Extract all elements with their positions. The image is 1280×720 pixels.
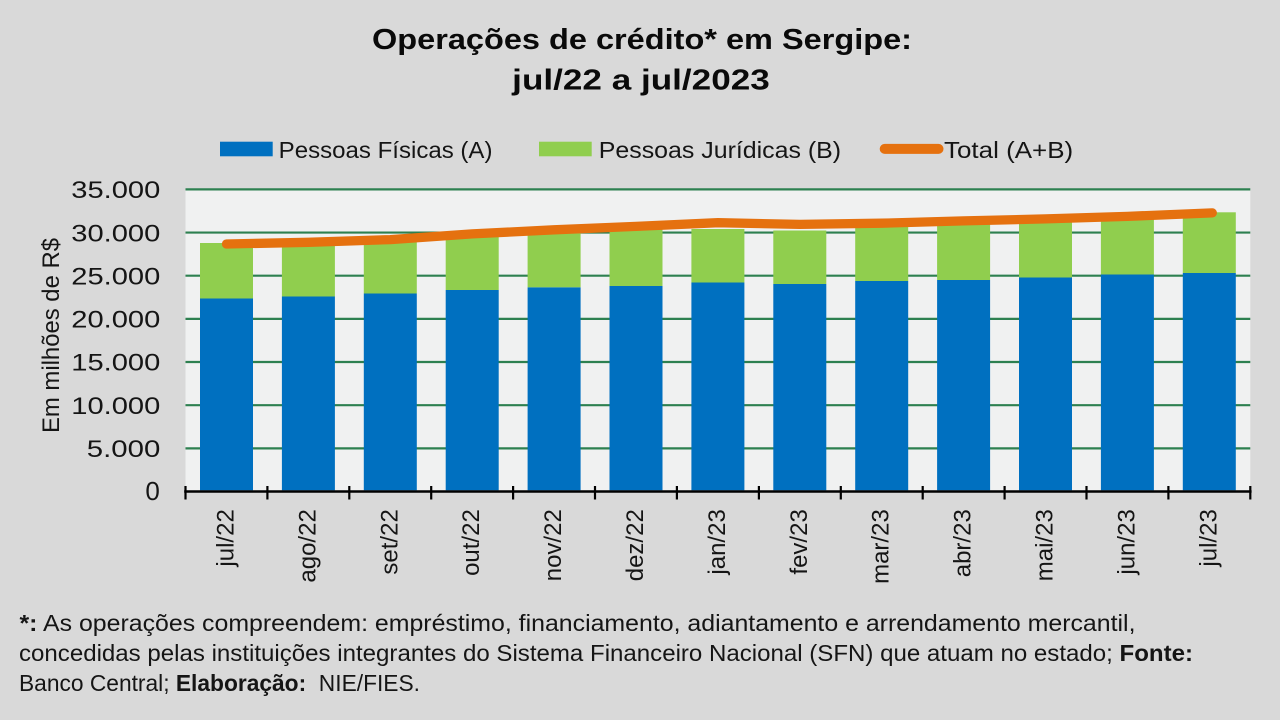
svg-text:jul/22 a jul/2023: jul/22 a jul/2023: [511, 65, 770, 97]
svg-text:Pessoas Físicas (A): Pessoas Físicas (A): [279, 137, 493, 163]
svg-text:dez/22: dez/22: [622, 509, 649, 581]
svg-text:fev/23: fev/23: [786, 509, 813, 574]
svg-text:0: 0: [145, 476, 159, 506]
svg-text:Pessoas Jurídicas (B): Pessoas Jurídicas (B): [599, 137, 841, 163]
svg-text:mai/23: mai/23: [1032, 509, 1059, 581]
svg-text:jun/23: jun/23: [1113, 509, 1140, 575]
svg-text:*: As operações compreendem: e: *: As operações compreendem: empréstimo,…: [20, 610, 1136, 636]
svg-text:Em milhões de R$: Em milhões de R$: [38, 238, 65, 433]
svg-text:mar/23: mar/23: [868, 509, 895, 584]
svg-text:25.000: 25.000: [71, 263, 160, 290]
svg-text:Banco Central; Elaboração: NI: Banco Central; Elaboração: NIE/FIES.: [19, 670, 420, 696]
svg-text:10.000: 10.000: [71, 393, 160, 420]
svg-text:30.000: 30.000: [71, 220, 160, 247]
svg-text:15.000: 15.000: [71, 350, 160, 377]
svg-text:Operações de crédito* em Sergi: Operações de crédito* em Sergipe:: [372, 24, 912, 56]
svg-text:35.000: 35.000: [71, 177, 160, 204]
svg-text:abr/23: abr/23: [950, 509, 977, 577]
svg-text:jul/22: jul/22: [213, 509, 240, 567]
svg-text:set/22: set/22: [376, 509, 403, 574]
svg-text:nov/22: nov/22: [540, 509, 567, 581]
svg-text:concedidas pelas instituições: concedidas pelas instituições integrante…: [19, 640, 1193, 666]
svg-text:Total (A+B): Total (A+B): [944, 137, 1073, 163]
svg-text:jan/23: jan/23: [704, 509, 731, 575]
svg-text:5.000: 5.000: [87, 436, 161, 463]
svg-text:20.000: 20.000: [71, 307, 160, 334]
svg-text:ago/22: ago/22: [294, 509, 321, 582]
svg-text:jul/23: jul/23: [1195, 509, 1222, 567]
svg-text:out/22: out/22: [458, 509, 485, 576]
